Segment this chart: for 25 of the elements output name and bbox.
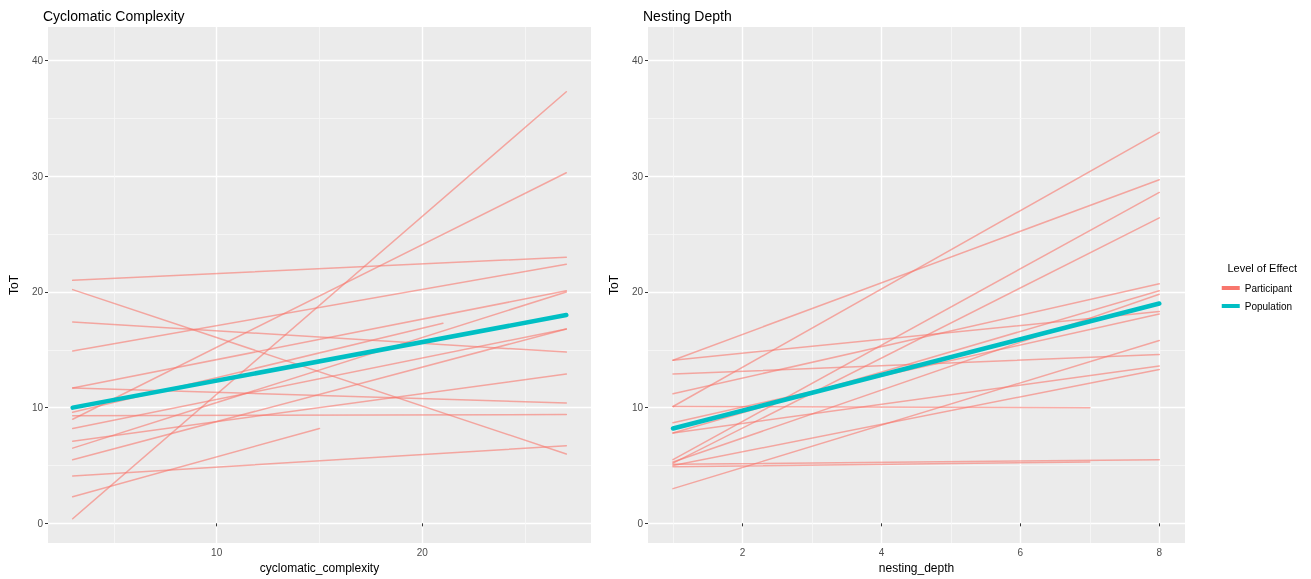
x-tick-label: 10 xyxy=(211,546,223,558)
y-axis-title: ToT xyxy=(607,274,621,296)
x-tick-label: 2 xyxy=(739,546,746,558)
y-axis-title: ToT xyxy=(7,274,21,296)
y-tick-label: 10 xyxy=(631,402,644,414)
y-tick-label: 20 xyxy=(31,286,44,298)
y-tick-label: 30 xyxy=(631,170,644,182)
y-tick-label: 0 xyxy=(637,517,644,529)
x-tick-label: 8 xyxy=(1156,546,1163,558)
x-axis-title: cyclomatic_complexity xyxy=(259,561,380,575)
x-tick-label: 4 xyxy=(878,546,885,558)
chart-title: Nesting Depth xyxy=(643,8,732,24)
x-tick-label: 6 xyxy=(1017,546,1024,558)
y-tick-label: 10 xyxy=(31,402,44,414)
x-axis-title: nesting_depth xyxy=(878,561,955,575)
legend-title: Level of Effect xyxy=(1227,261,1298,274)
y-tick-label: 40 xyxy=(631,55,644,67)
legend-label: Participant xyxy=(1244,282,1293,294)
x-tick-label: 20 xyxy=(416,546,429,558)
chart-title: Cyclomatic Complexity xyxy=(43,8,185,24)
y-tick-label: 0 xyxy=(37,517,44,529)
y-tick-label: 20 xyxy=(631,286,644,298)
y-tick-label: 30 xyxy=(31,170,44,182)
y-tick-label: 40 xyxy=(31,55,44,67)
legend-label: Population xyxy=(1244,300,1292,312)
